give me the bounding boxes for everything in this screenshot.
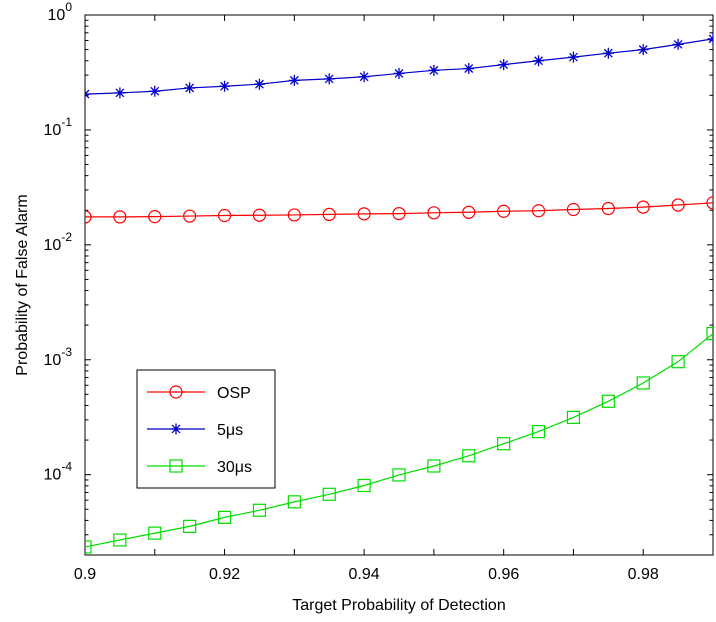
data-point	[671, 198, 685, 212]
data-point	[462, 449, 476, 463]
x-tick-label: 0.9	[74, 566, 96, 583]
data-point	[148, 210, 162, 224]
data-point	[287, 495, 301, 509]
data-point	[113, 533, 127, 547]
data-point	[497, 437, 511, 451]
data-point	[217, 510, 232, 524]
y-tick-label: 10-4	[44, 460, 73, 484]
data-point	[462, 205, 476, 219]
legend-entry: 30μs	[147, 459, 252, 476]
y-axis-label: Probability of False Alarm	[14, 194, 31, 375]
legend-label: 5μs	[217, 422, 243, 439]
data-point	[427, 459, 441, 473]
data-point	[183, 519, 197, 533]
data-point	[602, 47, 614, 59]
data-point	[427, 206, 441, 220]
legend-swatch-marker	[170, 423, 182, 435]
data-point	[566, 410, 581, 425]
legend-entry: 5μs	[147, 422, 243, 439]
y-tick-label: 10-2	[44, 230, 73, 254]
y-tick-label: 10-3	[44, 345, 73, 369]
data-point	[148, 526, 162, 540]
series-line	[85, 202, 713, 218]
data-point	[288, 74, 300, 86]
data-point	[636, 376, 650, 390]
data-point	[322, 207, 336, 222]
data-point	[357, 478, 371, 493]
data-point	[706, 196, 713, 210]
data-point	[636, 200, 650, 214]
data-point	[392, 206, 406, 221]
data-point	[287, 208, 301, 222]
legend-label: OSP	[217, 385, 251, 402]
data-point	[428, 64, 440, 76]
data-point	[358, 71, 370, 83]
data-point	[85, 540, 92, 554]
data-point	[531, 425, 546, 439]
legend-swatch-marker	[169, 385, 183, 399]
series-layer	[85, 33, 713, 554]
data-point	[672, 38, 684, 50]
series-line	[85, 333, 713, 548]
y-tick-label: 100	[48, 0, 73, 24]
series-1	[85, 33, 713, 100]
x-tick-label: 0.94	[349, 566, 380, 583]
series-0	[85, 196, 713, 224]
data-point	[113, 210, 127, 224]
data-point	[217, 208, 232, 223]
data-point	[706, 326, 713, 341]
data-point	[183, 209, 197, 223]
data-point	[567, 51, 579, 63]
data-point	[601, 201, 615, 216]
y-tick-label: 10-1	[44, 115, 73, 139]
series-clip-group	[85, 33, 713, 554]
data-point	[357, 207, 371, 221]
data-point	[219, 80, 231, 92]
data-point	[533, 55, 545, 67]
data-point	[252, 208, 267, 222]
series-2	[85, 326, 713, 554]
data-point	[566, 202, 581, 217]
data-point	[253, 78, 265, 90]
axis-ticks: 0.9 0.92 0.94 0.96 0.98 10-4 10-3 10-2 10-1 100	[44, 0, 713, 583]
data-point	[322, 487, 336, 501]
legend-entry: OSP	[147, 385, 251, 402]
x-tick-label: 0.98	[628, 566, 659, 583]
data-point	[392, 468, 406, 482]
data-point	[323, 73, 335, 85]
data-point	[531, 204, 546, 218]
data-point	[498, 59, 510, 71]
data-point	[601, 394, 615, 408]
data-point	[85, 210, 92, 224]
legend-swatch-marker	[169, 459, 183, 473]
data-point	[497, 204, 511, 218]
x-tick-label: 0.96	[488, 566, 519, 583]
data-point	[671, 355, 685, 369]
data-point	[184, 82, 196, 94]
legend: OSP 5μs 30μs	[136, 369, 276, 489]
data-point	[114, 87, 126, 99]
data-point	[637, 44, 649, 56]
data-point	[149, 85, 161, 97]
legend-label: 30μs	[217, 459, 252, 476]
data-point	[252, 503, 267, 517]
x-axis-label: Target Probability of Detection	[292, 597, 505, 614]
data-point	[463, 63, 475, 75]
x-tick-label: 0.92	[209, 566, 240, 583]
data-point	[393, 67, 405, 79]
